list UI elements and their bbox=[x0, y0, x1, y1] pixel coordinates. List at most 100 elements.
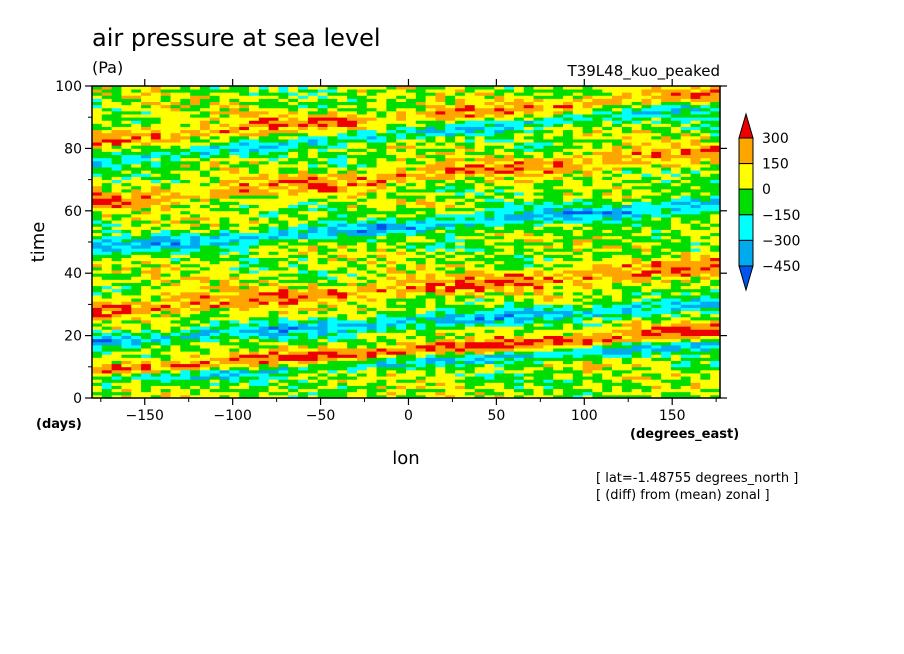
heatmap-cell bbox=[670, 176, 682, 180]
heatmap-cell bbox=[347, 173, 358, 177]
heatmap-cell bbox=[641, 279, 652, 283]
heatmap-cell bbox=[356, 344, 368, 349]
heatmap-cell bbox=[455, 179, 466, 184]
heatmap-cell bbox=[150, 310, 162, 315]
heatmap-cell bbox=[592, 332, 603, 336]
heatmap-cell bbox=[131, 164, 142, 168]
heatmap-cell bbox=[651, 335, 662, 340]
heatmap-cell bbox=[327, 354, 338, 358]
heatmap-cell bbox=[612, 376, 623, 380]
heatmap-cell bbox=[92, 220, 103, 224]
heatmap-cell bbox=[219, 369, 230, 374]
heatmap-cell bbox=[386, 291, 397, 296]
heatmap-cell bbox=[602, 357, 613, 361]
heatmap-cell bbox=[268, 357, 280, 361]
heatmap-cell bbox=[425, 285, 437, 290]
heatmap-cell bbox=[337, 260, 348, 265]
heatmap-cell bbox=[347, 394, 358, 398]
heatmap-cell bbox=[278, 385, 289, 390]
heatmap-cell bbox=[435, 201, 446, 205]
heatmap-cell bbox=[631, 360, 643, 365]
heatmap-cell bbox=[523, 288, 535, 293]
heatmap-cell bbox=[396, 354, 407, 358]
heatmap-cell bbox=[661, 251, 672, 255]
heatmap-cell bbox=[572, 366, 584, 371]
heatmap-cell bbox=[376, 251, 387, 255]
heatmap-cell bbox=[307, 394, 319, 398]
heatmap-cell bbox=[582, 335, 594, 340]
heatmap-cell bbox=[229, 304, 240, 308]
heatmap-cell bbox=[710, 223, 720, 227]
heatmap-cell bbox=[582, 279, 594, 283]
heatmap-cell bbox=[631, 251, 643, 255]
heatmap-cell bbox=[582, 288, 594, 293]
heatmap-cell bbox=[553, 341, 564, 346]
heatmap-cell bbox=[121, 192, 132, 196]
heatmap-cell bbox=[572, 204, 584, 209]
heatmap-cell bbox=[631, 263, 643, 268]
heatmap-cell bbox=[327, 295, 338, 299]
heatmap-cell bbox=[111, 238, 123, 243]
heatmap-cell bbox=[141, 391, 152, 396]
heatmap-cell bbox=[572, 273, 584, 277]
heatmap-cell bbox=[445, 242, 456, 246]
heatmap-cell bbox=[229, 288, 240, 293]
heatmap-cell bbox=[160, 307, 172, 312]
heatmap-cell bbox=[121, 282, 132, 287]
heatmap-cell bbox=[199, 263, 211, 268]
heatmap-cell bbox=[710, 192, 720, 196]
heatmap-cell bbox=[278, 263, 289, 268]
heatmap-cell bbox=[406, 313, 417, 318]
heatmap-cell bbox=[504, 160, 515, 165]
heatmap-cell bbox=[170, 279, 181, 283]
heatmap-cell bbox=[563, 276, 574, 280]
heatmap-cell bbox=[386, 316, 397, 321]
heatmap-cell bbox=[190, 391, 201, 396]
heatmap-cell bbox=[415, 213, 427, 218]
heatmap-cell bbox=[445, 192, 456, 196]
heatmap-cell bbox=[513, 348, 525, 352]
run-label: T39L48_kuo_peaked bbox=[567, 62, 720, 81]
heatmap-cell bbox=[484, 310, 495, 315]
heatmap-cell bbox=[278, 167, 289, 171]
heatmap-cell bbox=[592, 326, 603, 330]
heatmap-cell bbox=[199, 301, 211, 305]
heatmap-cell bbox=[680, 242, 692, 246]
heatmap-cell bbox=[190, 157, 201, 162]
heatmap-cell bbox=[396, 379, 407, 383]
heatmap-cell bbox=[710, 154, 720, 159]
heatmap-cell bbox=[621, 198, 633, 202]
heatmap-cell bbox=[435, 394, 446, 398]
heatmap-cell bbox=[641, 379, 652, 383]
heatmap-cell bbox=[347, 310, 358, 315]
heatmap-cell bbox=[249, 304, 260, 308]
heatmap-cell bbox=[239, 235, 250, 240]
heatmap-cell bbox=[690, 344, 701, 349]
heatmap-cell bbox=[700, 373, 711, 377]
heatmap-cell bbox=[131, 320, 142, 324]
heatmap-cell bbox=[219, 242, 230, 246]
heatmap-cell bbox=[249, 164, 260, 168]
heatmap-cell bbox=[92, 160, 103, 165]
heatmap-cell bbox=[572, 385, 584, 390]
heatmap-cell bbox=[464, 213, 476, 218]
heatmap-cell bbox=[131, 182, 142, 187]
heatmap-cell bbox=[533, 288, 544, 293]
heatmap-cell bbox=[347, 185, 358, 190]
heatmap-cell bbox=[317, 391, 329, 396]
heatmap-cell bbox=[268, 320, 280, 324]
heatmap-cell bbox=[298, 182, 309, 187]
heatmap-cell bbox=[150, 357, 162, 361]
heatmap-cell bbox=[406, 195, 417, 199]
heatmap-cell bbox=[396, 185, 407, 190]
heatmap-cell bbox=[258, 320, 270, 324]
heatmap-cell bbox=[356, 285, 368, 290]
heatmap-cell bbox=[631, 176, 643, 180]
heatmap-cell bbox=[396, 385, 407, 390]
heatmap-cell bbox=[680, 307, 692, 312]
heatmap-cell bbox=[366, 376, 378, 380]
heatmap-cell bbox=[464, 270, 476, 274]
heatmap-cell bbox=[563, 248, 574, 252]
heatmap-cell bbox=[209, 198, 221, 202]
heatmap-cell bbox=[406, 170, 417, 174]
